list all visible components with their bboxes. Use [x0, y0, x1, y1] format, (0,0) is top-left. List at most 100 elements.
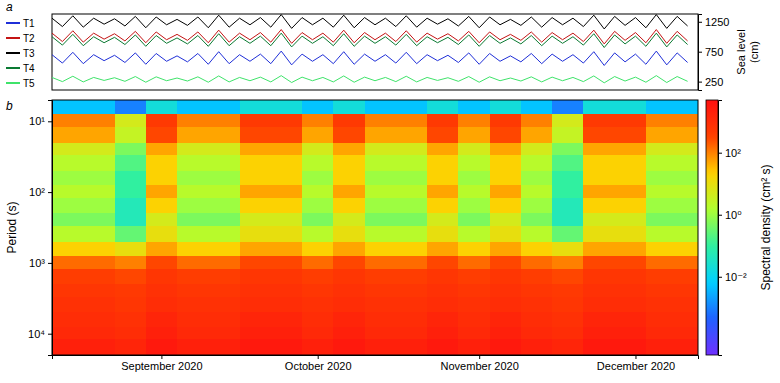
tick-mark [479, 355, 480, 359]
heatmap-cell [302, 327, 334, 340]
heatmap-cell [177, 171, 209, 186]
colorbar-axis-tick: 10² [718, 147, 741, 159]
heatmap-cell [646, 256, 678, 269]
heatmap-cell [302, 198, 334, 214]
heatmap-cell [271, 269, 303, 285]
heatmap-cell [521, 256, 553, 269]
heatmap-cell [583, 327, 615, 340]
heatmap-cell [427, 269, 459, 285]
heatmap-cell [115, 256, 147, 269]
heatmap-cell [115, 100, 147, 115]
heatmap-cell [458, 198, 490, 214]
legend-label: T3 [23, 48, 35, 59]
y-axis-a: 2507501250 [698, 15, 729, 91]
y-axis-b: 10¹10²10³10⁴ [28, 101, 52, 356]
heatmap-cell [677, 256, 698, 269]
heatmap-cell [302, 297, 334, 313]
y-axis-b-tick: 10¹ [29, 115, 52, 127]
heatmap-cell [146, 312, 178, 327]
heatmap-cell [552, 155, 584, 171]
tick-label: 10⁴ [28, 328, 45, 340]
heatmap-cell [583, 256, 615, 269]
heatmap-cell [427, 155, 459, 171]
heatmap-cell [490, 143, 522, 156]
heatmap-cell [302, 127, 334, 143]
tick-label: 10⁰ [725, 209, 742, 221]
heatmap-cell [271, 284, 303, 297]
heatmap-cell [677, 143, 698, 156]
heatmap-cell [677, 114, 698, 127]
heatmap-cell [83, 100, 115, 115]
heatmap-cell [396, 269, 428, 285]
heatmap-cell [458, 143, 490, 156]
heatmap-cell [302, 100, 334, 115]
heatmap-cell [271, 114, 303, 127]
axis-title: Sea level(cm) [735, 29, 760, 74]
heatmap-cell [146, 127, 178, 143]
heatmap-cell [146, 171, 178, 186]
heatmap-cell [240, 171, 272, 186]
heatmap-cell [615, 312, 647, 327]
heatmap-cell [52, 284, 84, 297]
heatmap-cell [208, 213, 240, 226]
heatmap-cell [646, 297, 678, 313]
heatmap-cell [521, 284, 553, 297]
heatmap-cell [646, 114, 678, 127]
heatmap-cell [83, 127, 115, 143]
tick-mark [718, 277, 722, 278]
heatmap-cell [83, 143, 115, 156]
heatmap-cell [552, 226, 584, 242]
heatmap-cell [52, 100, 84, 115]
heatmap-cell [427, 226, 459, 242]
heatmap-cell [52, 269, 84, 285]
heatmap-cell [271, 143, 303, 156]
heatmap-cell [396, 171, 428, 186]
heatmap-cell [458, 127, 490, 143]
heatmap-cell [521, 213, 553, 226]
heatmap-cell [240, 143, 272, 156]
heatmap-cell [615, 269, 647, 285]
heatmap-cell [271, 297, 303, 313]
heatmap-cell [271, 213, 303, 226]
heatmap-cell [521, 269, 553, 285]
heatmap-cell [333, 114, 365, 127]
heatmap-cell [490, 171, 522, 186]
heatmap-cell [115, 155, 147, 171]
heatmap-cell [52, 213, 84, 226]
heatmap-cell [302, 256, 334, 269]
heatmap-cell [521, 185, 553, 198]
heatmap-cell [208, 198, 240, 214]
heatmap-cell [115, 269, 147, 285]
heatmap-cell [583, 198, 615, 214]
heatmap-cell [583, 312, 615, 327]
heatmap-cell [208, 339, 240, 355]
tick-label: November 2020 [441, 360, 519, 372]
heatmap-cell [490, 155, 522, 171]
heatmap-cell [52, 327, 84, 340]
heatmap-cell [115, 185, 147, 198]
heatmap-cell [646, 171, 678, 186]
heatmap-cell [583, 213, 615, 226]
y-axis-a-tick: 1250 [698, 16, 729, 28]
heatmap-cell [458, 226, 490, 242]
heatmap-cell [177, 284, 209, 297]
heatmap-cell [490, 185, 522, 198]
heatmap-cell [240, 226, 272, 242]
heatmap-cell [646, 327, 678, 340]
heatmap-cell [208, 242, 240, 257]
heatmap-cell [333, 127, 365, 143]
heatmap-cell [396, 185, 428, 198]
heatmap-cell [615, 213, 647, 226]
legend-label: T1 [23, 18, 35, 29]
tick-label: 1250 [705, 16, 729, 28]
colorbar-axis-tick: 10⁰ [718, 209, 742, 221]
heatmap-cell [365, 312, 397, 327]
heatmap-cell [365, 127, 397, 143]
heatmap-cell [271, 256, 303, 269]
heatmap-cell [365, 297, 397, 313]
heatmap-cell [490, 213, 522, 226]
tick-mark [718, 215, 722, 216]
heatmap-cell [427, 185, 459, 198]
heatmap-cell [240, 213, 272, 226]
heatmap-cell [396, 100, 428, 115]
